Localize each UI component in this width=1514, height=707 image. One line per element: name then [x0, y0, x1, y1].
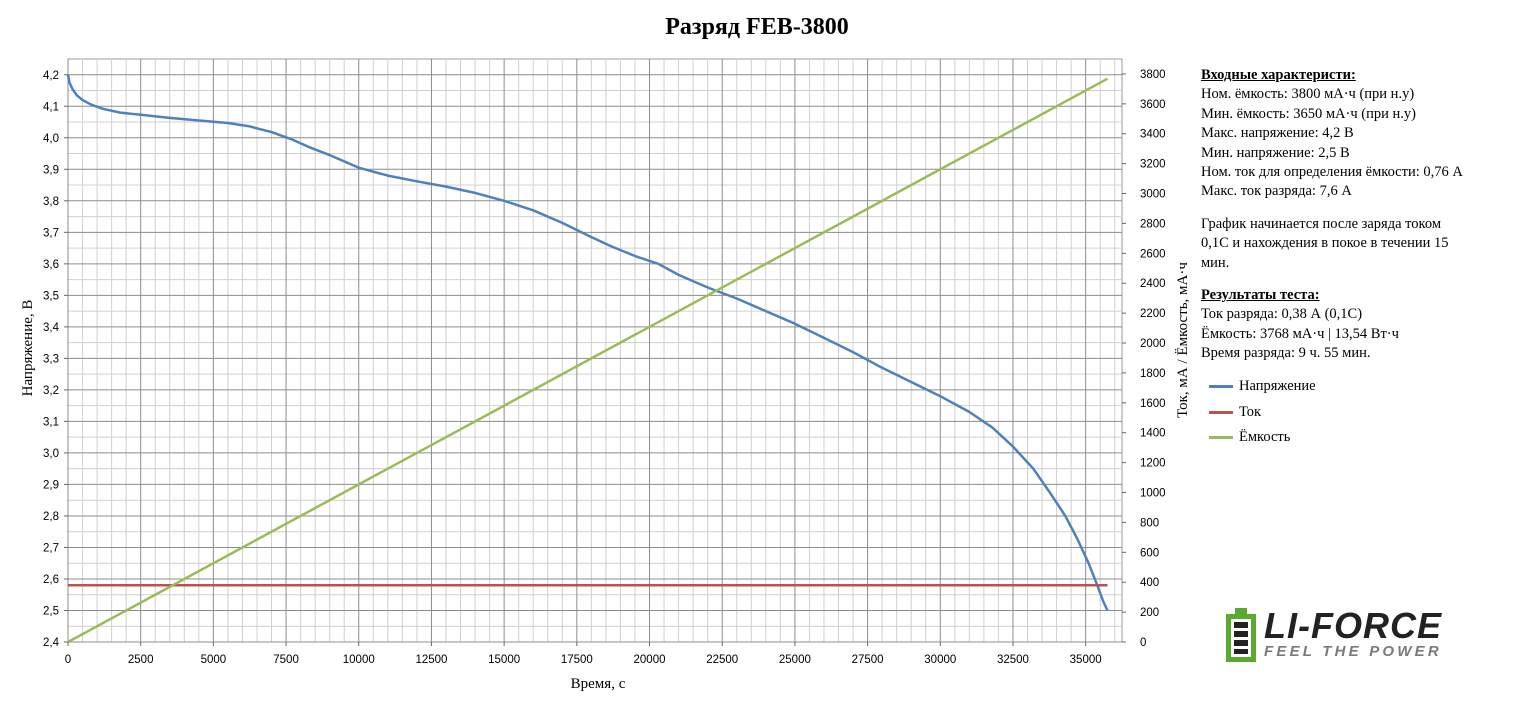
y-left-tick-label: 4,1 — [43, 101, 59, 113]
y-left-axis-title: Напряжение, В — [20, 300, 36, 397]
y-right-axis-title: Ток, мА / Ёмкость, мА·ч — [1174, 262, 1191, 418]
battery-logo-icon — [1226, 608, 1256, 662]
voltage-series-line — [66, 74, 1109, 612]
y-left-tick-label: 2,6 — [43, 574, 59, 586]
x-tick-label: 0 — [65, 654, 71, 666]
brand-logo: LI-FORCE FEEL THE POWER — [1226, 608, 1442, 662]
result-line: Ёмкость: 3768 мА·ч | 13,54 Вт·ч — [1201, 325, 1399, 342]
note-text: График начинается после заряда током 0,1С… — [1201, 215, 1511, 273]
y-right-tick-label: 400 — [1140, 577, 1159, 589]
result-line: Ток разряда: 0,38 А (0,1С) — [1201, 306, 1363, 323]
logo-tagline: FEEL THE POWER — [1264, 643, 1442, 660]
legend-item: Ток — [1209, 400, 1316, 426]
y-left-tick-label: 2,4 — [43, 637, 60, 649]
input-specs-list: Ном. ёмкость: 3800 мА·ч (при н.у) Мин. ём… — [1201, 85, 1511, 201]
y-right-tick-label: 1800 — [1140, 368, 1166, 380]
y-right-tick-label: 2800 — [1140, 218, 1166, 230]
y-right-tick-label: 3400 — [1140, 129, 1166, 141]
y-right-tick-label: 3600 — [1140, 99, 1166, 111]
y-left-tick-label: 3,5 — [43, 290, 59, 302]
y-left-tick-label: 2,7 — [43, 542, 59, 554]
y-left-tick-label: 4,0 — [43, 133, 59, 145]
y-right-tick-label: 800 — [1140, 517, 1159, 529]
chart-axes: 2,4 2,5 2,6 2,7 2,8 2,9 3,0 3,1 3,2 3,3 3,4 3,5 3,6 3… — [43, 69, 1166, 666]
results-heading: Результаты теста: — [1201, 287, 1320, 304]
y-left-tick-label: 3,7 — [43, 227, 59, 239]
x-axis-title: Время, с — [571, 676, 626, 692]
y-left-tick-label: 3,2 — [43, 385, 59, 397]
input-spec-line: Мин. ёмкость: 3650 мА·ч (при н.у) — [1201, 105, 1416, 122]
legend-swatch — [1209, 385, 1233, 389]
y-left-tick-label: 3,9 — [43, 164, 59, 176]
chart-series — [66, 74, 1109, 644]
legend-label: Напряжение — [1239, 378, 1316, 395]
y-right-tick-label: 2600 — [1140, 248, 1166, 260]
y-left-tick-label: 4,2 — [43, 70, 59, 82]
y-right-tick-label: 1200 — [1140, 458, 1166, 470]
results-list: Ток разряда: 0,38 А (0,1С) Ёмкость: 3768 … — [1201, 305, 1511, 363]
y-left-tick-label: 2,5 — [43, 605, 59, 617]
logo-wordmark: LI-FORCE — [1264, 605, 1442, 646]
x-tick-label: 7500 — [273, 654, 299, 666]
result-line: Время разряда: 9 ч. 55 мин. — [1201, 345, 1371, 362]
capacity-series-line — [67, 77, 1109, 644]
legend-item: Напряжение — [1209, 374, 1316, 400]
legend-swatch — [1209, 410, 1233, 414]
y-right-tick-label: 3200 — [1140, 159, 1166, 171]
x-tick-label: 32500 — [997, 654, 1029, 666]
x-tick-label: 27500 — [852, 654, 884, 666]
y-left-tick-label: 2,8 — [43, 511, 59, 523]
x-tick-label: 30000 — [924, 654, 956, 666]
y-right-tick-label: 2400 — [1140, 278, 1166, 290]
input-spec-line: Макс. ток разряда: 7,6 А — [1201, 183, 1352, 200]
input-spec-line: Ном. ток для определения ёмкости: 0,76 А — [1201, 164, 1463, 181]
y-right-tick-label: 3800 — [1140, 69, 1166, 81]
x-tick-label: 12500 — [415, 654, 447, 666]
legend-label: Ёмкость — [1239, 429, 1291, 446]
chart-title: Разряд FEB-3800 — [665, 14, 848, 40]
plot-area — [67, 58, 1123, 643]
chart-legend: Напряжение Ток Ёмкость — [1209, 374, 1316, 451]
note-line: График начинается после заряда током — [1201, 215, 1442, 232]
x-tick-label: 22500 — [706, 654, 738, 666]
x-tick-label: 35000 — [1070, 654, 1102, 666]
legend-swatch — [1209, 436, 1233, 440]
y-right-tick-label: 1400 — [1140, 428, 1166, 440]
info-panel: Входные характеристи: Ном. ёмкость: 3800… — [1201, 66, 1511, 364]
x-tick-label: 2500 — [128, 654, 154, 666]
x-tick-label: 15000 — [488, 654, 520, 666]
y-right-tick-label: 2000 — [1140, 338, 1166, 350]
x-tick-label: 25000 — [779, 654, 811, 666]
y-left-tick-label: 3,6 — [43, 259, 59, 271]
chart-grid — [67, 58, 1123, 643]
y-right-tick-label: 1600 — [1140, 398, 1166, 410]
legend-item: Ёмкость — [1209, 425, 1316, 451]
input-specs-heading: Входные характеристи: — [1201, 67, 1356, 83]
y-left-tick-label: 3,3 — [43, 353, 59, 365]
x-tick-label: 10000 — [343, 654, 375, 666]
y-left-tick-label: 3,4 — [43, 322, 60, 334]
y-left-tick-label: 2,9 — [43, 479, 59, 491]
y-right-tick-label: 200 — [1140, 607, 1159, 619]
x-tick-label: 17500 — [561, 654, 593, 666]
input-spec-line: Ном. ёмкость: 3800 мА·ч (при н.у) — [1201, 86, 1415, 103]
y-left-tick-label: 3,1 — [43, 416, 59, 428]
y-right-tick-label: 2200 — [1140, 308, 1166, 320]
legend-label: Ток — [1239, 403, 1262, 420]
y-right-tick-label: 1000 — [1140, 488, 1166, 500]
note-line: 0,1С и нахождения в покое в течении 15 — [1201, 235, 1449, 252]
note-line: мин. — [1201, 254, 1230, 271]
y-right-tick-label: 0 — [1140, 637, 1146, 649]
y-right-tick-label: 3000 — [1140, 189, 1166, 201]
y-left-tick-label: 3,8 — [43, 196, 59, 208]
input-spec-line: Мин. напряжение: 2,5 В — [1201, 144, 1350, 161]
input-spec-line: Макс. напряжение: 4,2 В — [1201, 125, 1354, 142]
y-left-tick-label: 3,0 — [43, 448, 59, 460]
x-tick-label: 5000 — [201, 654, 227, 666]
x-tick-label: 20000 — [634, 654, 666, 666]
y-right-tick-label: 600 — [1140, 547, 1159, 559]
